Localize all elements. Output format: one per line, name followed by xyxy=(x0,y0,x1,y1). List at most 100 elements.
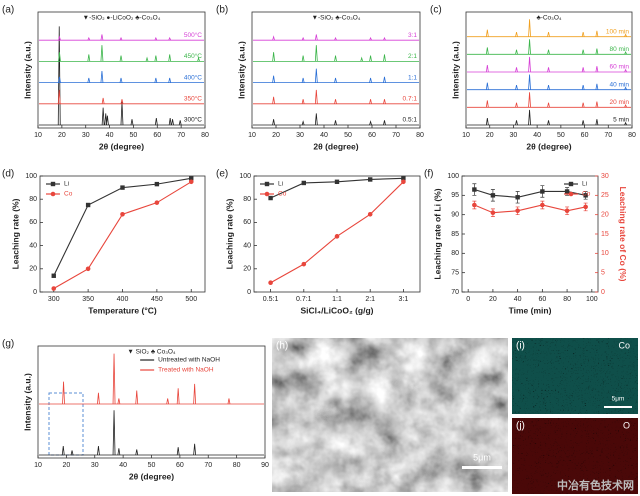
peak xyxy=(485,29,489,37)
peak xyxy=(117,448,121,456)
x-axis-label: 2θ (degree) xyxy=(526,141,571,151)
marker xyxy=(490,210,496,216)
x-tick-label: 40 xyxy=(514,296,522,303)
peak xyxy=(168,36,172,41)
peak xyxy=(227,398,231,405)
peak xyxy=(301,36,305,41)
symbol-legend: ▼-SiO₂ ♣-Co₃O₄ xyxy=(312,15,361,22)
peak xyxy=(581,102,585,108)
peak xyxy=(87,54,91,62)
peak xyxy=(61,445,65,456)
y2-tick-label: 0 xyxy=(601,289,605,296)
peak xyxy=(515,31,518,37)
symbol-legend: ♣-Co₃O₄ xyxy=(536,15,561,22)
x-tick-label: 20 xyxy=(272,132,280,139)
panel-label: (b) xyxy=(216,5,228,16)
marker xyxy=(564,189,570,194)
marker xyxy=(50,181,56,187)
y-tick-label: 40 xyxy=(243,242,251,249)
peak xyxy=(87,36,91,41)
x-tick-label: 70 xyxy=(204,462,212,469)
legend-label: Co xyxy=(582,191,591,198)
peak xyxy=(515,67,518,73)
peak xyxy=(595,48,599,55)
peak xyxy=(369,99,372,104)
marker xyxy=(50,191,56,197)
peak xyxy=(528,39,531,55)
x-tick-label: 20 xyxy=(489,296,497,303)
marker xyxy=(85,266,91,272)
x-tick-label: 80 xyxy=(233,462,241,469)
peak xyxy=(515,84,518,90)
symbol-legend: ▼ SiO₂ ♣ Co₃O₄ xyxy=(127,349,175,356)
y-axis-label: Intensity (a.u.) xyxy=(22,373,32,431)
peak xyxy=(528,109,531,126)
peak xyxy=(547,120,550,126)
peak xyxy=(515,102,518,108)
element-label: O xyxy=(623,420,630,430)
x-tick-label: 80 xyxy=(201,132,209,139)
plot-frame xyxy=(37,11,206,129)
x-tick-label: 30 xyxy=(296,132,304,139)
peak xyxy=(624,33,627,37)
x-tick-label: 60 xyxy=(368,132,376,139)
symbol-legend: ▼-SiO₂ ●-LiCoO₂ ♣-Co₃O₄ xyxy=(83,15,161,22)
peak xyxy=(154,117,158,126)
peak xyxy=(334,77,337,83)
watermark: 中冶有色技术网 xyxy=(557,478,634,492)
peak xyxy=(314,45,318,62)
peak xyxy=(581,31,585,37)
peak xyxy=(624,68,627,73)
y-axis-label: Intensity (a.u.) xyxy=(450,41,460,99)
legend-label: Co xyxy=(64,191,73,198)
marker xyxy=(268,280,273,286)
x-tick-label: 70 xyxy=(177,132,185,139)
x-tick-label: 80 xyxy=(416,132,424,139)
x-tick-label: 20 xyxy=(58,132,66,139)
peak xyxy=(528,19,531,37)
peak xyxy=(193,383,197,405)
series-line xyxy=(53,177,192,277)
x-axis-label: 2θ (degree) xyxy=(129,471,174,481)
peak xyxy=(104,113,108,126)
peak xyxy=(130,119,134,126)
peak xyxy=(301,120,305,126)
y-tick-label: 100 xyxy=(25,173,37,180)
marker xyxy=(472,202,477,208)
peak xyxy=(624,51,627,55)
peak xyxy=(176,388,180,405)
x-tick-label: 40 xyxy=(533,132,541,139)
peak xyxy=(485,100,489,108)
y2-tick-label: 20 xyxy=(601,212,609,219)
peak xyxy=(272,52,275,62)
x-tick-label: 10 xyxy=(248,132,256,139)
peak xyxy=(595,101,599,108)
element-label: Co xyxy=(618,340,630,350)
peak xyxy=(120,101,124,126)
panel-label: (d) xyxy=(2,169,14,180)
marker xyxy=(268,195,273,201)
panel-label: (j) xyxy=(516,421,525,432)
marker xyxy=(154,200,160,205)
marker xyxy=(154,181,160,187)
marker xyxy=(540,202,545,208)
peak xyxy=(301,77,305,83)
legend-label: Treated with NaOH xyxy=(158,367,214,374)
peak xyxy=(515,49,518,55)
series-label: 2:1 xyxy=(408,53,417,60)
peak xyxy=(595,66,599,73)
peak xyxy=(334,36,337,41)
zoom-box xyxy=(48,392,84,456)
peak xyxy=(87,77,91,83)
peak xyxy=(314,34,318,41)
y-tick-label: 80 xyxy=(451,250,459,257)
x-tick-label: 50 xyxy=(148,462,156,469)
peak xyxy=(58,76,61,83)
y-tick-label: 40 xyxy=(29,242,37,249)
x-tick-label: 80 xyxy=(563,296,571,303)
y2-tick-label: 15 xyxy=(601,231,609,238)
peak xyxy=(547,67,550,73)
peak xyxy=(528,56,531,73)
panel-label: (i) xyxy=(516,341,525,352)
marker xyxy=(367,211,373,217)
